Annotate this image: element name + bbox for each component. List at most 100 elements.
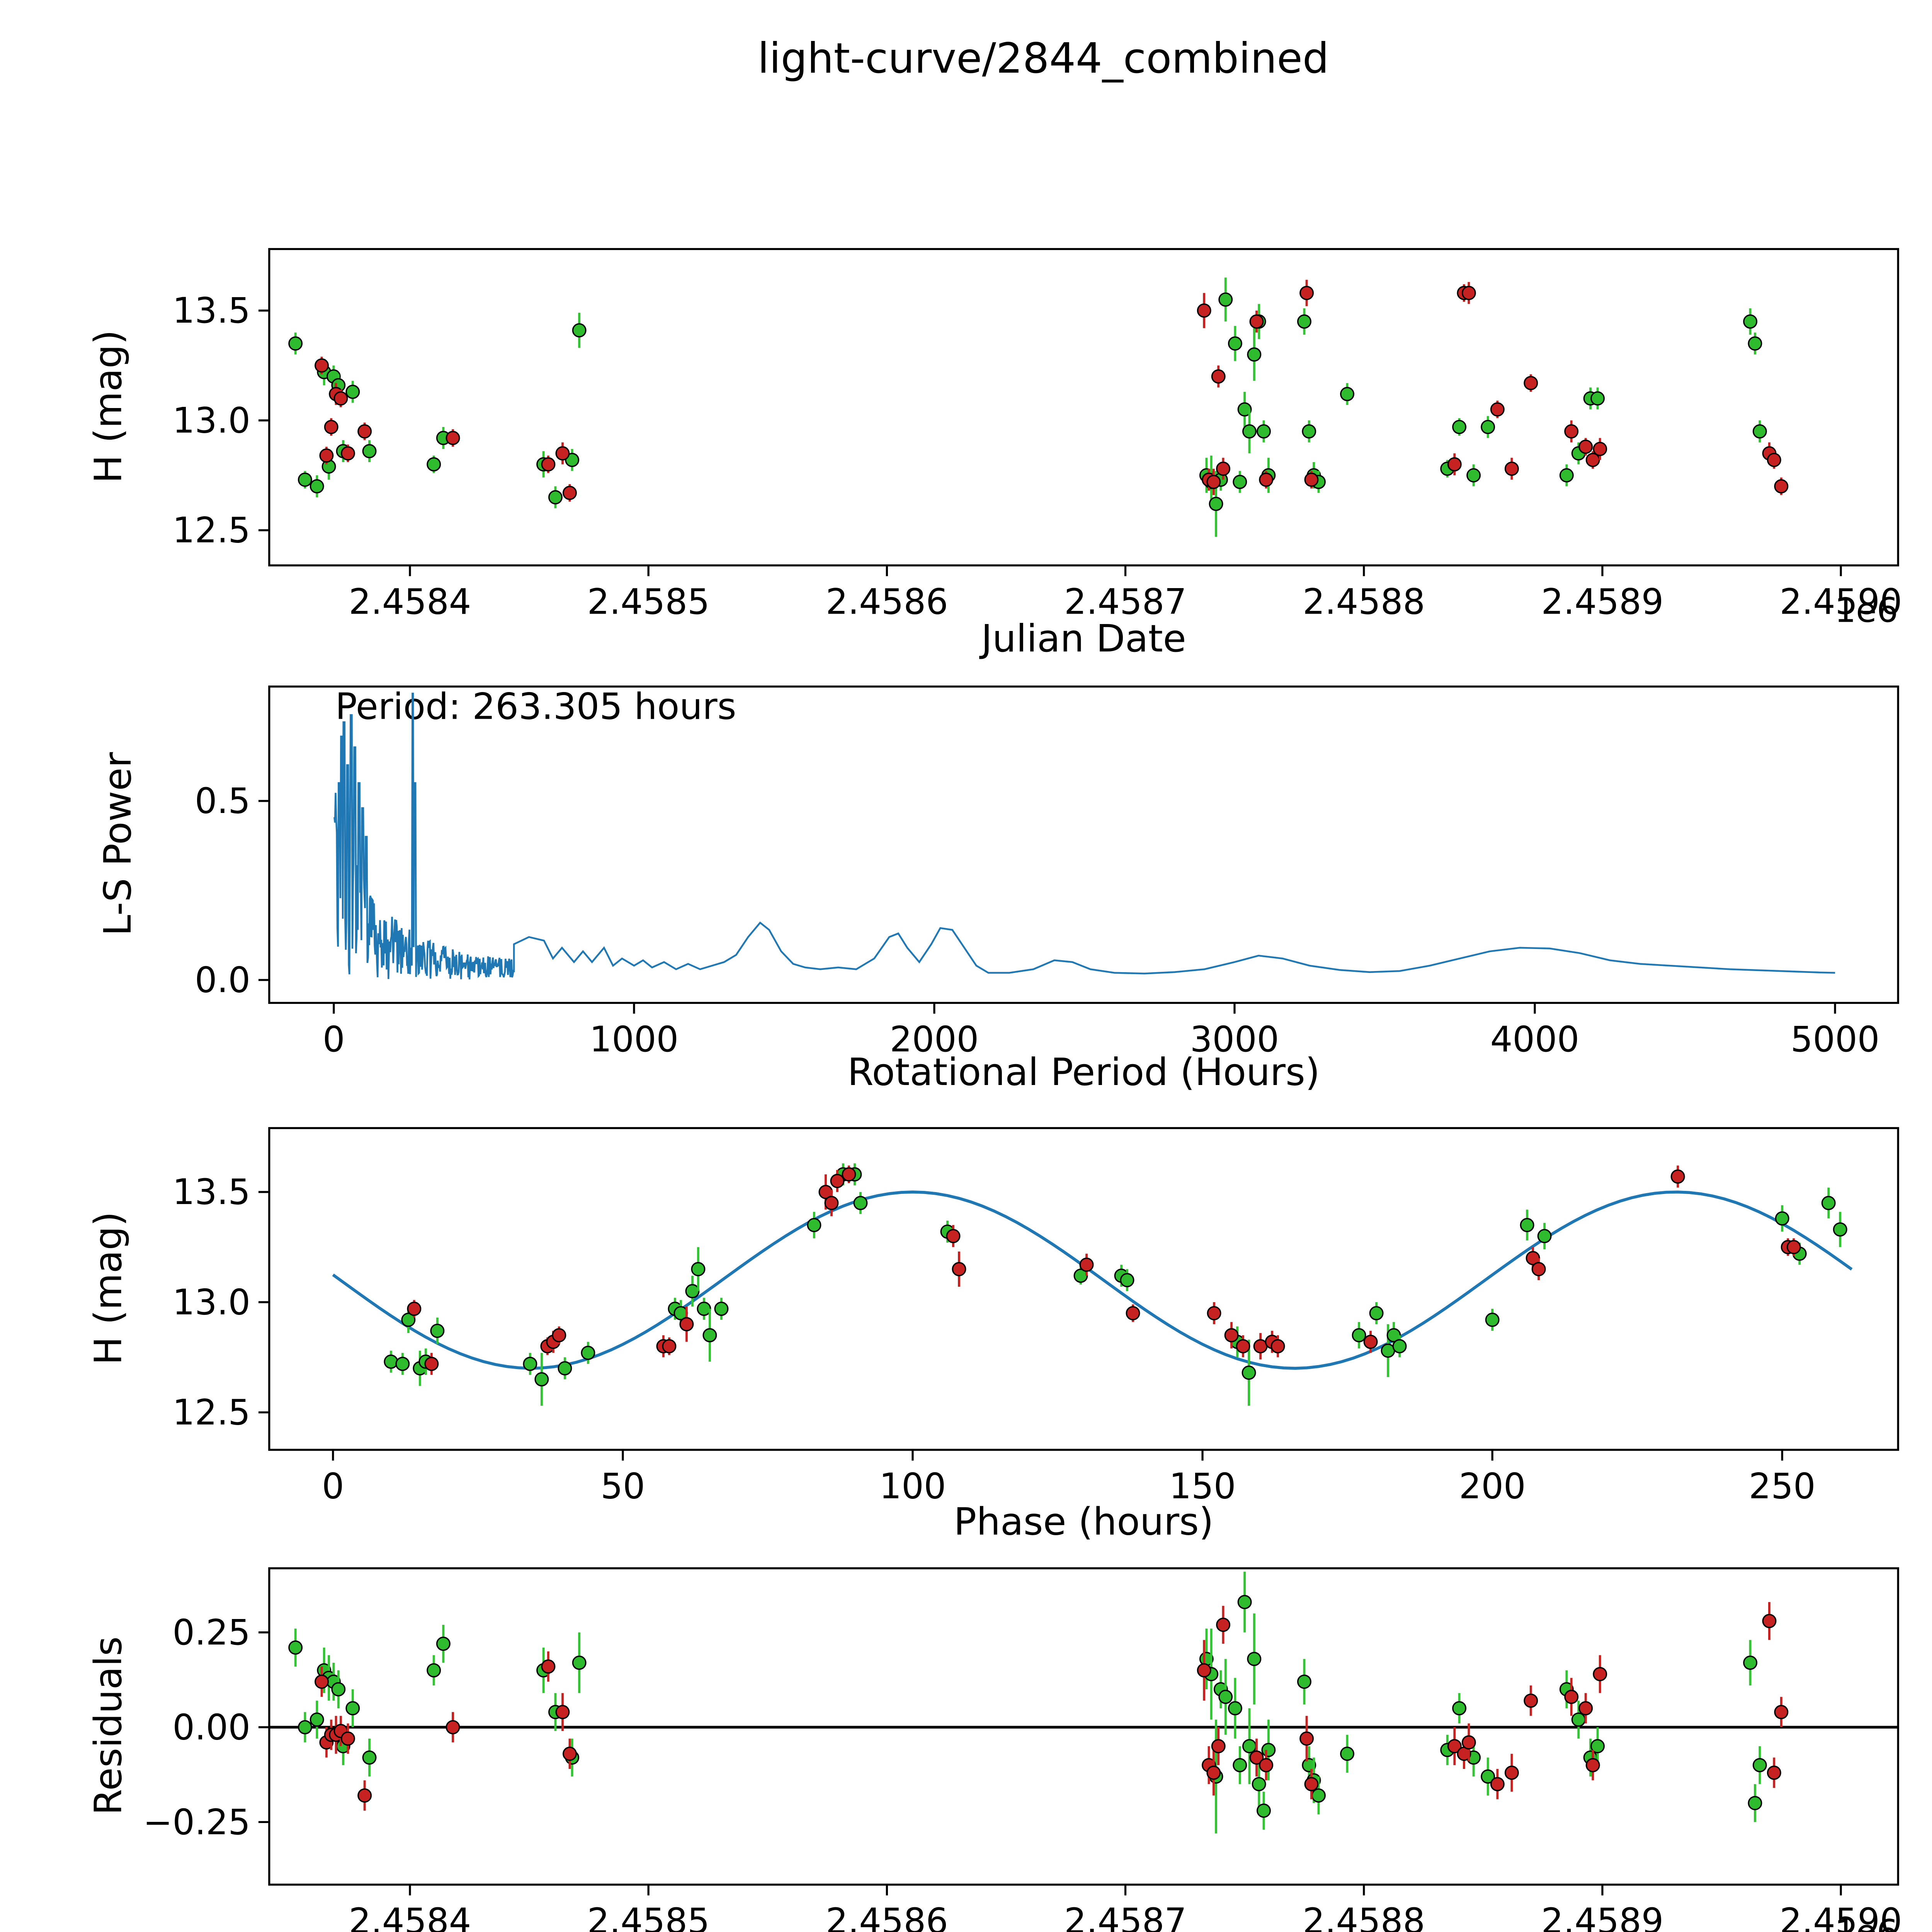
datapoint-green: [1752, 1758, 1767, 1772]
datapoint-green: [1392, 1339, 1407, 1354]
datapoint-red: [1259, 473, 1274, 487]
datapoint-red: [1304, 473, 1319, 487]
x-tick-label: 2.4585: [587, 1901, 710, 1932]
datapoint-green: [1743, 314, 1758, 329]
datapoint-red: [842, 1167, 856, 1182]
datapoint-red: [1249, 314, 1264, 329]
panel-phase: H (mag) Phase (hours) 0 50 100 150 200 250 12.…: [87, 1127, 1899, 1544]
datapoint-red: [1206, 474, 1221, 489]
datapoint-green: [1297, 1674, 1311, 1689]
x-tick-label: 1000: [590, 1019, 679, 1060]
datapoint-green: [1237, 402, 1252, 417]
phase-ylabel: H (mag): [87, 1211, 131, 1365]
datapoint-red: [315, 358, 329, 373]
datapoint-red: [1504, 1765, 1519, 1780]
x-tick-label: 2.4590: [1780, 1901, 1902, 1932]
datapoint-red: [324, 420, 338, 434]
lightcurve-offset-label: 1e6: [1835, 591, 1898, 630]
datapoint-green: [1821, 1196, 1836, 1210]
y-tick-label: 12.5: [172, 510, 250, 551]
datapoint-red: [1126, 1306, 1140, 1321]
datapoint-red: [1216, 461, 1231, 476]
datapoint-green: [1233, 1758, 1247, 1772]
x-tick-label: 2000: [890, 1019, 979, 1060]
y-tick-label: −0.25: [143, 1802, 250, 1843]
x-tick-label: 2.4588: [1303, 1901, 1425, 1932]
datapoint-red: [1504, 461, 1519, 476]
datapoint-red: [541, 1659, 556, 1674]
datapoint-red: [446, 431, 460, 445]
lightcurve-content: 2.4584 2.4585 2.4586 2.4587 2.4588 2.4589 2.45…: [172, 248, 1902, 622]
datapoint-green: [427, 457, 441, 472]
datapoint-green: [1257, 1803, 1271, 1818]
datapoint-green: [1748, 336, 1762, 351]
y-tick-label: 0.5: [195, 781, 250, 821]
datapoint-green: [1302, 424, 1316, 439]
datapoint-green: [345, 384, 360, 399]
datapoint-red: [1524, 376, 1538, 390]
datapoint-red: [1524, 1693, 1538, 1708]
x-tick-label: 0: [322, 1466, 344, 1507]
y-tick-label: 13.0: [172, 1282, 250, 1323]
datapoint-red: [1197, 1663, 1211, 1678]
datapoint-green: [1520, 1218, 1534, 1232]
datapoint-red: [1585, 452, 1600, 467]
datapoint-red: [1564, 424, 1579, 439]
datapoint-red: [1270, 1339, 1285, 1354]
datapoint-red: [1564, 1690, 1579, 1704]
datapoint-green: [1073, 1269, 1088, 1283]
datapoint-red: [340, 446, 355, 461]
periodogram-line: [333, 692, 1835, 980]
datapoint-red: [679, 1317, 694, 1332]
datapoint-green: [685, 1284, 700, 1298]
datapoint-green: [427, 1663, 441, 1678]
x-tick-label: 4000: [1490, 1019, 1580, 1060]
x-tick-label: 2.4590: [1780, 582, 1902, 622]
y-tick-label: 13.5: [172, 291, 250, 331]
lightcurve-ylabel: H (mag): [87, 330, 131, 483]
datapoint-red: [1767, 1765, 1781, 1780]
datapoint-green: [1340, 387, 1354, 401]
datapoint-green: [1218, 1690, 1233, 1704]
datapoint-red: [1490, 402, 1505, 417]
datapoint-green: [1297, 314, 1311, 329]
datapoint-green: [1775, 1211, 1789, 1226]
datapoint-green: [1311, 1788, 1326, 1803]
x-tick-label: 2.4586: [826, 582, 948, 622]
datapoint-green: [534, 1372, 549, 1387]
datapoint-green: [702, 1328, 717, 1343]
datapoint-green: [1452, 420, 1467, 434]
datapoint-red: [552, 1328, 566, 1343]
periodogram-content: 0 1000 2000 3000 4000 5000 0.0 0.5: [195, 685, 1899, 1060]
datapoint-red: [1461, 286, 1476, 300]
panel-residuals: Residuals Julian Date 1e6 2.45842.45852.…: [87, 1567, 1902, 1932]
residuals-offset-label: 1e6: [1835, 1913, 1898, 1932]
datapoint-red: [1531, 1262, 1546, 1276]
datapoint-green: [310, 479, 324, 494]
periodogram-xlabel: Rotational Period (Hours): [847, 1050, 1320, 1094]
datapoint-red: [407, 1301, 422, 1316]
datapoint-red: [1593, 1667, 1607, 1682]
datapoint-green: [288, 336, 303, 351]
datapoint-green: [298, 473, 312, 487]
datapoint-red: [424, 1357, 439, 1371]
datapoint-green: [331, 1682, 346, 1697]
datapoint-green: [1242, 1366, 1256, 1380]
datapoint-red: [1236, 1339, 1250, 1354]
figure-title: light-curve/2844_combined: [758, 34, 1329, 83]
datapoint-green: [691, 1262, 706, 1276]
datapoint-red: [1447, 457, 1462, 472]
datapoint-red: [1211, 369, 1226, 384]
datapoint-green: [581, 1345, 595, 1360]
y-tick-label: 0.25: [172, 1612, 250, 1653]
datapoint-green: [395, 1357, 410, 1371]
datapoint-green: [298, 1720, 312, 1735]
datapoint-red: [1578, 1701, 1593, 1716]
datapoint-green: [1228, 1701, 1242, 1716]
datapoint-red: [446, 1720, 460, 1735]
datapoint-green: [1252, 1777, 1266, 1791]
datapoint-green: [697, 1301, 711, 1316]
datapoint-green: [572, 1655, 587, 1670]
datapoint-red: [1774, 479, 1789, 494]
datapoint-green: [430, 1323, 445, 1338]
